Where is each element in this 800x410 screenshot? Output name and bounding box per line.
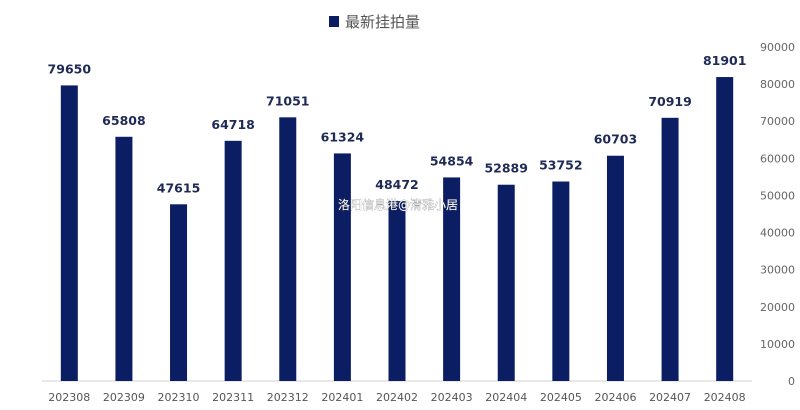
data-label: 48472 — [375, 177, 419, 192]
data-label: 52889 — [484, 161, 528, 176]
bar — [497, 184, 515, 381]
x-tick-label: 202404 — [485, 391, 527, 404]
y-tick-label: 50000 — [760, 189, 795, 202]
data-label: 47615 — [157, 180, 201, 195]
x-tick-label: 202402 — [376, 391, 418, 404]
x-axis-ticks: 202308 202309 202310 202311 202312 202401 2024… — [48, 391, 745, 404]
data-label: 79650 — [48, 61, 92, 76]
data-label: 65808 — [102, 113, 146, 128]
x-tick-label: 202407 — [649, 391, 691, 404]
data-label: 54854 — [430, 153, 474, 168]
bar — [388, 201, 406, 381]
y-tick-label: 80000 — [760, 78, 795, 91]
legend-label: 最新挂拍量 — [345, 13, 420, 31]
data-label: 61324 — [321, 129, 365, 144]
bars — [60, 77, 734, 382]
y-tick-label: 10000 — [760, 338, 795, 351]
y-tick-label: 70000 — [760, 115, 795, 128]
y-tick-label: 60000 — [760, 152, 795, 165]
data-label: 53752 — [539, 158, 583, 173]
bar — [60, 85, 78, 381]
y-tick-label: 0 — [788, 375, 795, 388]
y-tick-label: 40000 — [760, 227, 795, 240]
x-tick-label: 202312 — [267, 391, 309, 404]
y-tick-label: 30000 — [760, 264, 795, 277]
x-tick-label: 202403 — [431, 391, 473, 404]
y-tick-label: 20000 — [760, 301, 795, 314]
bar — [606, 155, 624, 381]
bar — [224, 140, 242, 381]
bar — [115, 136, 133, 381]
bar — [661, 117, 679, 382]
bar — [170, 204, 188, 381]
data-label: 64718 — [211, 117, 255, 132]
data-label: 81901 — [703, 53, 747, 68]
x-tick-label: 202408 — [704, 391, 746, 404]
data-labels: 79650 65808 47615 64718 71051 61324 48472 54854… — [48, 53, 747, 195]
legend-swatch — [329, 16, 339, 27]
y-tick-label: 90000 — [760, 41, 795, 54]
data-label: 71051 — [266, 93, 310, 108]
bar — [716, 77, 734, 382]
bar — [552, 181, 570, 381]
x-tick-label: 202310 — [158, 391, 200, 404]
x-tick-label: 202406 — [594, 391, 636, 404]
x-tick-label: 202405 — [540, 391, 582, 404]
watermark-text: 洛阳信息港@清雅小居 — [338, 197, 458, 212]
bar — [333, 153, 351, 381]
legend: 最新挂拍量 — [329, 13, 420, 31]
x-tick-label: 202309 — [103, 391, 145, 404]
x-tick-label: 202308 — [48, 391, 90, 404]
data-label: 70919 — [648, 94, 692, 109]
x-tick-label: 202311 — [212, 391, 254, 404]
y-axis-ticks: 0 10000 20000 30000 40000 50000 60000 70000 8000… — [760, 41, 795, 388]
x-tick-label: 202401 — [321, 391, 363, 404]
bar — [279, 117, 297, 382]
data-label: 60703 — [594, 132, 638, 147]
bar — [443, 177, 461, 381]
